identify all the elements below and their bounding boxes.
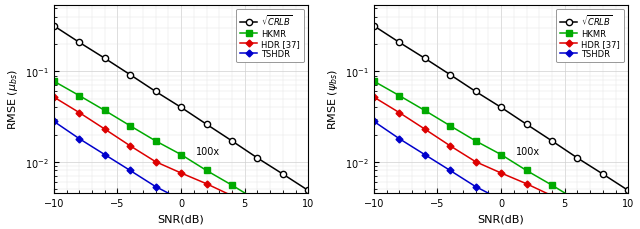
HDR [37] <box>396 112 403 114</box>
$\sqrt{CRLB}$ <box>472 91 479 93</box>
HKMR <box>279 213 287 216</box>
Line: HKMR: HKMR <box>51 79 311 229</box>
$\sqrt{CRLB}$ <box>279 173 287 176</box>
$\sqrt{CRLB}$ <box>152 91 159 93</box>
TSHDR <box>523 210 531 213</box>
HDR [37] <box>599 224 607 226</box>
$\sqrt{CRLB}$ <box>446 74 454 77</box>
Text: 100x: 100x <box>516 147 540 157</box>
HKMR <box>625 228 632 229</box>
$\sqrt{CRLB}$ <box>177 106 185 109</box>
HKMR <box>177 153 185 156</box>
HKMR <box>396 95 403 98</box>
HDR [37] <box>76 112 83 114</box>
TSHDR <box>101 153 109 156</box>
TSHDR <box>76 138 83 140</box>
$\sqrt{CRLB}$ <box>497 106 505 109</box>
HKMR <box>305 228 312 229</box>
$\sqrt{CRLB}$ <box>253 157 261 160</box>
HKMR <box>599 213 607 216</box>
HDR [37] <box>279 224 287 226</box>
X-axis label: SNR(dB): SNR(dB) <box>477 213 524 224</box>
HDR [37] <box>548 194 556 197</box>
HKMR <box>446 125 454 128</box>
HDR [37] <box>203 183 211 185</box>
$\sqrt{CRLB}$ <box>396 42 403 44</box>
Text: 100x: 100x <box>196 147 220 157</box>
Legend: $\sqrt{CRLB}$, HKMR, HDR [37], TSHDR: $\sqrt{CRLB}$, HKMR, HDR [37], TSHDR <box>556 10 624 63</box>
TSHDR <box>548 226 556 228</box>
HKMR <box>101 109 109 112</box>
HKMR <box>370 80 378 83</box>
$\sqrt{CRLB}$ <box>126 74 134 77</box>
$\sqrt{CRLB}$ <box>228 140 236 143</box>
$\sqrt{CRLB}$ <box>421 57 429 60</box>
HDR [37] <box>523 183 531 185</box>
TSHDR <box>126 169 134 172</box>
Line: $\sqrt{CRLB}$: $\sqrt{CRLB}$ <box>371 24 632 194</box>
Legend: $\sqrt{CRLB}$, HKMR, HDR [37], TSHDR: $\sqrt{CRLB}$, HKMR, HDR [37], TSHDR <box>236 10 304 63</box>
$\sqrt{CRLB}$ <box>76 42 83 44</box>
TSHDR <box>421 153 429 156</box>
HDR [37] <box>497 172 505 174</box>
TSHDR <box>228 226 236 228</box>
HKMR <box>203 169 211 172</box>
$\sqrt{CRLB}$ <box>625 189 632 192</box>
Line: $\sqrt{CRLB}$: $\sqrt{CRLB}$ <box>51 24 312 194</box>
TSHDR <box>472 185 479 188</box>
Y-axis label: RMSE ($\mu_{bs}$): RMSE ($\mu_{bs}$) <box>6 69 20 130</box>
$\sqrt{CRLB}$ <box>203 123 211 126</box>
Line: TSHDR: TSHDR <box>51 119 311 229</box>
HKMR <box>126 125 134 128</box>
TSHDR <box>50 120 58 123</box>
HKMR <box>421 109 429 112</box>
HDR [37] <box>370 96 378 99</box>
HDR [37] <box>573 209 581 212</box>
HKMR <box>472 140 479 143</box>
Line: HKMR: HKMR <box>371 79 631 229</box>
HDR [37] <box>50 96 58 99</box>
HKMR <box>548 184 556 187</box>
HKMR <box>253 199 261 202</box>
HKMR <box>50 80 58 83</box>
$\sqrt{CRLB}$ <box>50 25 58 28</box>
HDR [37] <box>177 172 185 174</box>
HDR [37] <box>228 194 236 197</box>
$\sqrt{CRLB}$ <box>370 25 378 28</box>
$\sqrt{CRLB}$ <box>101 57 109 60</box>
X-axis label: SNR(dB): SNR(dB) <box>157 213 204 224</box>
HDR [37] <box>101 128 109 131</box>
Y-axis label: RMSE ($\psi_{bs}$): RMSE ($\psi_{bs}$) <box>326 69 340 130</box>
TSHDR <box>152 185 159 188</box>
HDR [37] <box>472 161 479 163</box>
TSHDR <box>396 138 403 140</box>
Line: HDR [37]: HDR [37] <box>371 95 631 229</box>
TSHDR <box>203 210 211 213</box>
HDR [37] <box>421 128 429 131</box>
HKMR <box>228 184 236 187</box>
$\sqrt{CRLB}$ <box>573 157 581 160</box>
$\sqrt{CRLB}$ <box>548 140 556 143</box>
HDR [37] <box>126 145 134 147</box>
TSHDR <box>497 198 505 201</box>
TSHDR <box>446 169 454 172</box>
$\sqrt{CRLB}$ <box>523 123 531 126</box>
HKMR <box>76 95 83 98</box>
HDR [37] <box>152 161 159 163</box>
Line: HDR [37]: HDR [37] <box>51 95 311 229</box>
HDR [37] <box>253 209 261 212</box>
HKMR <box>523 169 531 172</box>
HDR [37] <box>446 145 454 147</box>
HKMR <box>497 153 505 156</box>
TSHDR <box>177 198 185 201</box>
TSHDR <box>370 120 378 123</box>
$\sqrt{CRLB}$ <box>599 173 607 176</box>
Line: TSHDR: TSHDR <box>371 119 631 229</box>
HKMR <box>573 199 581 202</box>
HKMR <box>152 140 159 143</box>
$\sqrt{CRLB}$ <box>305 189 312 192</box>
